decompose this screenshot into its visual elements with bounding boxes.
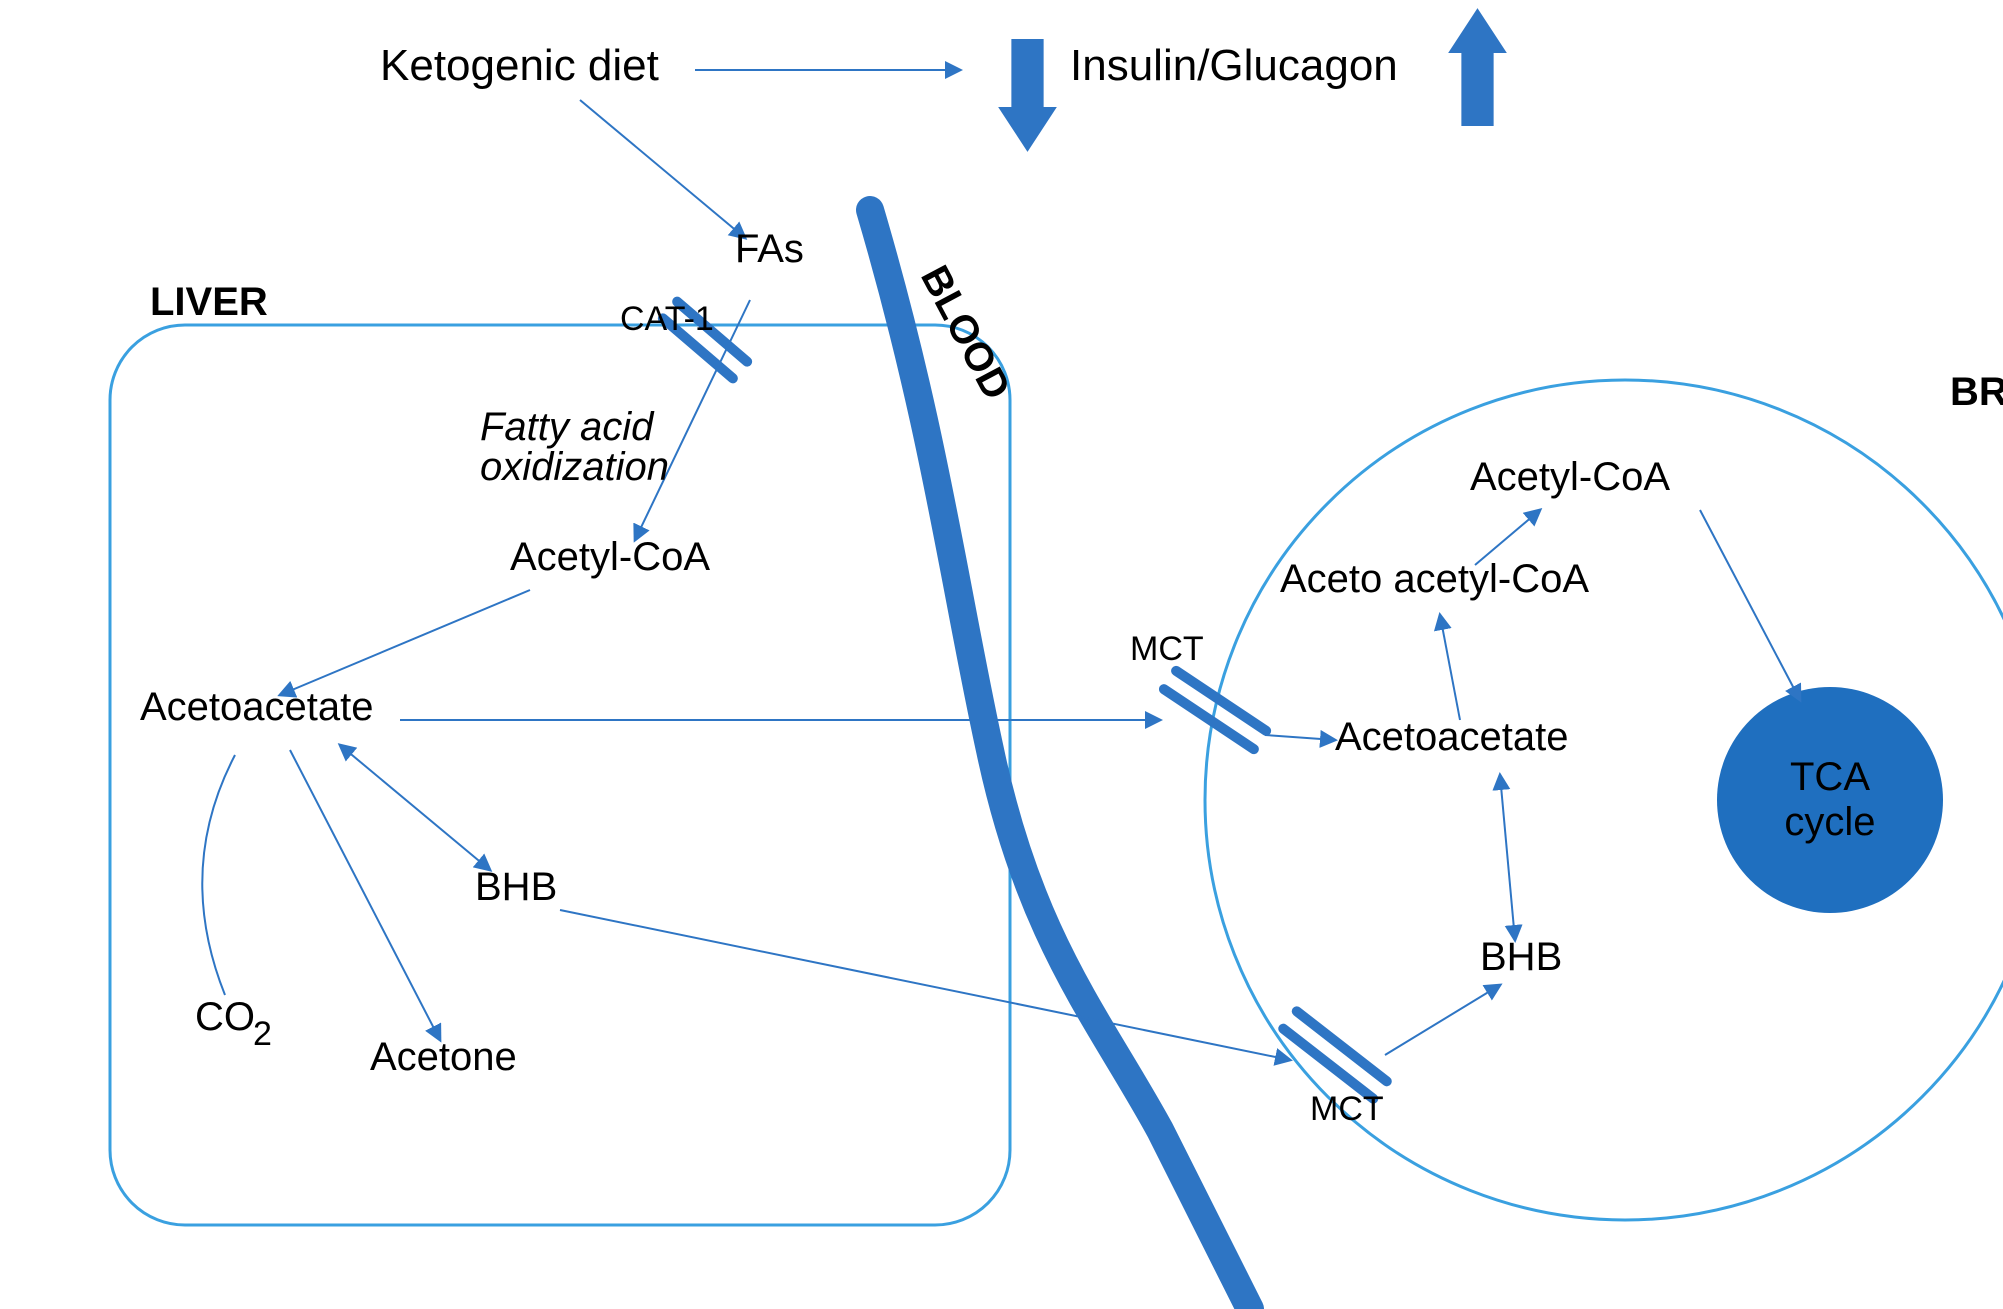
- brain-label: BRAIN: [1950, 370, 2003, 414]
- acetyl-coa-brain-label: Acetyl-CoA: [1470, 455, 1670, 499]
- edge-bhb_liver-mct_lower: [560, 910, 1290, 1060]
- edge-acetoacetate_liver-co2: [202, 755, 235, 995]
- edge-mct_lower-bhb_brain: [1385, 985, 1500, 1055]
- insulin-glucagon-label: Insulin/Glucagon: [1070, 41, 1398, 90]
- acetone-label: Acetone: [370, 1035, 517, 1079]
- tca-label-1: TCA: [1790, 755, 1870, 799]
- down-block-arrow: [1000, 40, 1055, 150]
- edge-mct_upper-acetoacetate_brain: [1265, 735, 1335, 740]
- tca-label-2: cycle: [1784, 800, 1875, 844]
- blood-vessel: [870, 210, 1250, 1309]
- edge-keto-fas: [580, 100, 745, 238]
- cat1-label: CAT-1: [620, 300, 714, 338]
- bhb-liver-label: BHB: [475, 865, 557, 909]
- up-block-arrow: [1450, 10, 1505, 125]
- fas-label: FAs: [735, 227, 804, 271]
- co2-subscript: 2: [253, 1015, 272, 1053]
- fa-oxidation-label-1: Fatty acid: [480, 405, 655, 449]
- acetoacetate-liver-label: Acetoacetate: [140, 685, 374, 729]
- aceto-acetyl-coa-label: Aceto acetyl-CoA: [1280, 557, 1589, 601]
- edge-acetoacetate_brain-aceto_acetyl: [1440, 615, 1460, 720]
- edge-acoa_brain-tca: [1700, 510, 1800, 700]
- edge-acetoacetate_brain-bhb_brain: [1500, 775, 1515, 940]
- bhb-brain-label: BHB: [1480, 935, 1562, 979]
- co2-label: CO: [195, 995, 255, 1039]
- fa-oxidation-label-2: oxidization: [480, 445, 669, 489]
- mct-upper-label: MCT: [1130, 630, 1204, 668]
- edge-acetoacetate_liver-acetone: [290, 750, 440, 1040]
- mct-lower-label: MCT: [1310, 1090, 1384, 1128]
- edge-acetoacetate_liver-bhb_liver: [340, 745, 490, 870]
- liver-label: LIVER: [150, 280, 268, 324]
- ketogenic-diet-label: Ketogenic diet: [380, 41, 659, 90]
- acetyl-coa-liver-label: Acetyl-CoA: [510, 535, 710, 579]
- acetoacetate-brain-label: Acetoacetate: [1335, 715, 1569, 759]
- edge-acoa_liver-acetoacetate_liver: [280, 590, 530, 695]
